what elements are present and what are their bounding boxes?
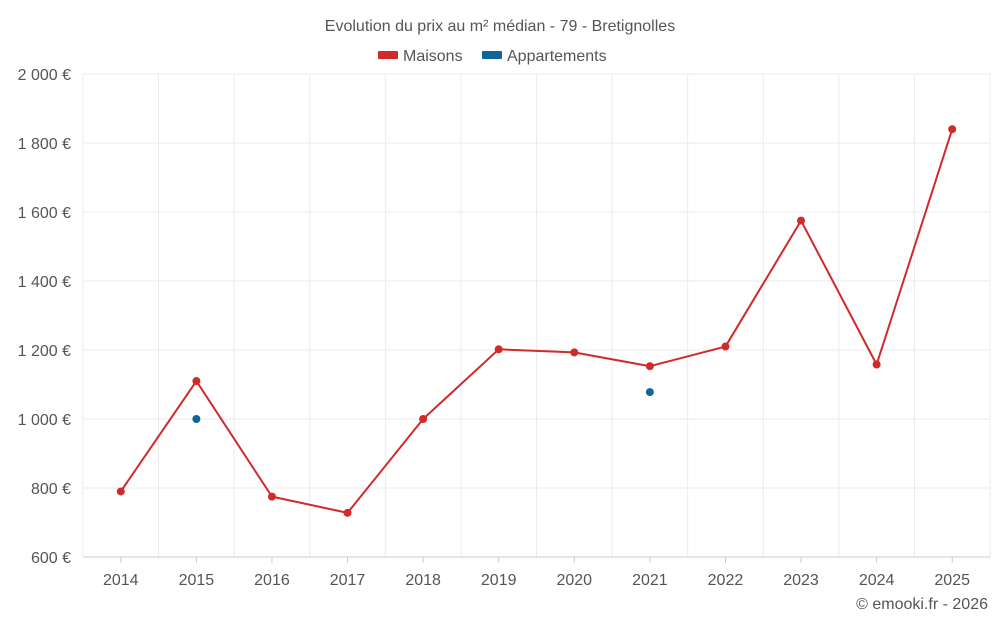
y-tick-label: 1 000 € (18, 412, 71, 429)
y-tick-label: 1 200 € (18, 343, 71, 360)
y-tick-label: 1 600 € (18, 205, 71, 222)
data-point-maisons-2022 (721, 342, 730, 351)
data-point-maisons-2024 (872, 360, 881, 369)
grid (82, 73, 991, 557)
data-point-maisons-2021 (645, 362, 654, 371)
legend-label-appartements: Appartements (507, 48, 607, 65)
x-tick-label: 2017 (330, 572, 366, 589)
legend[interactable]: Maisons Appartements (378, 48, 607, 65)
data-point-maisons-2017 (343, 508, 352, 517)
x-tick-label: 2021 (632, 572, 668, 589)
data-point-appartements-2021 (645, 388, 654, 397)
data-point-maisons-2025 (948, 125, 957, 134)
chart-title: Evolution du prix au m² médian - 79 - Br… (325, 18, 675, 35)
x-tick-label: 2016 (254, 572, 290, 589)
x-tick-label: 2014 (103, 572, 139, 589)
legend-swatch-maisons (378, 51, 398, 59)
legend-swatch-appartements (482, 51, 502, 59)
legend-item-maisons[interactable]: Maisons (378, 48, 463, 65)
y-tick-label: 1 800 € (18, 136, 71, 153)
data-point-maisons-2016 (267, 492, 276, 501)
data-point-maisons-2014 (116, 487, 125, 496)
data-point-maisons-2023 (797, 216, 806, 225)
data-point-maisons-2015 (192, 377, 201, 386)
x-tick-label: 2024 (859, 572, 895, 589)
x-tick-label: 2020 (556, 572, 592, 589)
data-point-maisons-2018 (419, 415, 428, 423)
legend-item-appartements[interactable]: Appartements (482, 48, 607, 65)
x-tick-label: 2022 (708, 572, 744, 589)
y-tick-label: 1 400 € (18, 274, 71, 291)
y-tick-label: 2 000 € (18, 67, 71, 84)
x-tick-label: 2023 (783, 572, 819, 589)
x-tick-label: 2018 (405, 572, 441, 589)
y-tick-label: 800 € (31, 481, 71, 498)
x-axis-ticks: 2014 2015 2016 2017 2018 2019 2020 2021 2022 2023… (83, 556, 990, 589)
x-tick-label: 2025 (934, 572, 970, 589)
y-axis-ticks: 600 € 800 € 1 000 € 1 200 € 1 400 € 1 600 € 1 … (18, 67, 71, 567)
legend-label-maisons: Maisons (403, 48, 463, 65)
data-point-maisons-2020 (570, 348, 579, 357)
credit-text: © emooki.fr - 2026 (856, 596, 988, 613)
series (116, 125, 957, 517)
x-tick-label: 2019 (481, 572, 517, 589)
y-tick-label: 600 € (31, 550, 71, 567)
series-line-maisons (119, 128, 954, 514)
data-point-appartements-2015 (192, 415, 201, 423)
data-point-maisons-2019 (494, 345, 503, 354)
x-tick-label: 2015 (179, 572, 215, 589)
